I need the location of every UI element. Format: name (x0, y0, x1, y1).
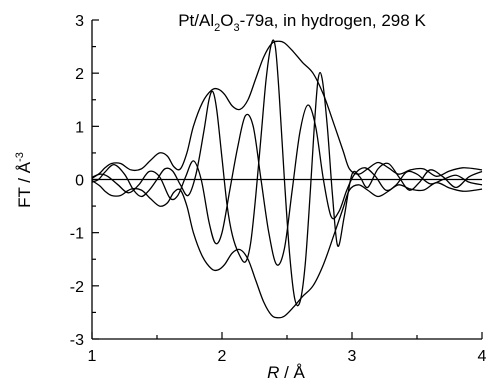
y-tick-label: -1 (70, 226, 84, 243)
y-tick-label: -3 (70, 332, 84, 349)
y-tick-label: 0 (75, 173, 84, 190)
x-tick-label: 3 (348, 348, 357, 365)
y-tick-label: -2 (70, 279, 84, 296)
series (91, 39, 483, 319)
title-sub2: 3 (233, 22, 239, 34)
ylabel-sup: -3 (14, 152, 26, 162)
xlabel-var: R (267, 363, 279, 382)
y-tick-label: 3 (75, 13, 84, 30)
chart-title: Pt/Al2O3-79a, in hydrogen, 298 K (178, 11, 426, 34)
y-axis-title: FT / Å-3 (14, 152, 34, 208)
ticks: 1 2 3 4 -3 -2 -1 0 1 2 3 (70, 13, 487, 365)
series-line-real (91, 104, 483, 266)
x-tick-label: 4 (478, 348, 487, 365)
y-tick-label: 2 (75, 66, 84, 83)
series-line-magnitude-negative (91, 180, 483, 319)
series-line-imaginary (91, 39, 483, 307)
title-prefix: Pt/Al (178, 11, 214, 30)
y-tick-label: 1 (75, 119, 84, 136)
title-suffix: -79a, in hydrogen, 298 K (240, 11, 427, 30)
x-tick-label: 2 (218, 348, 227, 365)
ylabel-main: FT / Å (15, 161, 34, 208)
series-line-magnitude (91, 40, 483, 179)
title-sub1: 2 (214, 22, 220, 34)
x-axis-title: R / Å (267, 363, 305, 382)
x-tick-label: 1 (88, 348, 97, 365)
title-mid: O (220, 11, 233, 30)
xlabel-unit: / Å (279, 363, 305, 382)
